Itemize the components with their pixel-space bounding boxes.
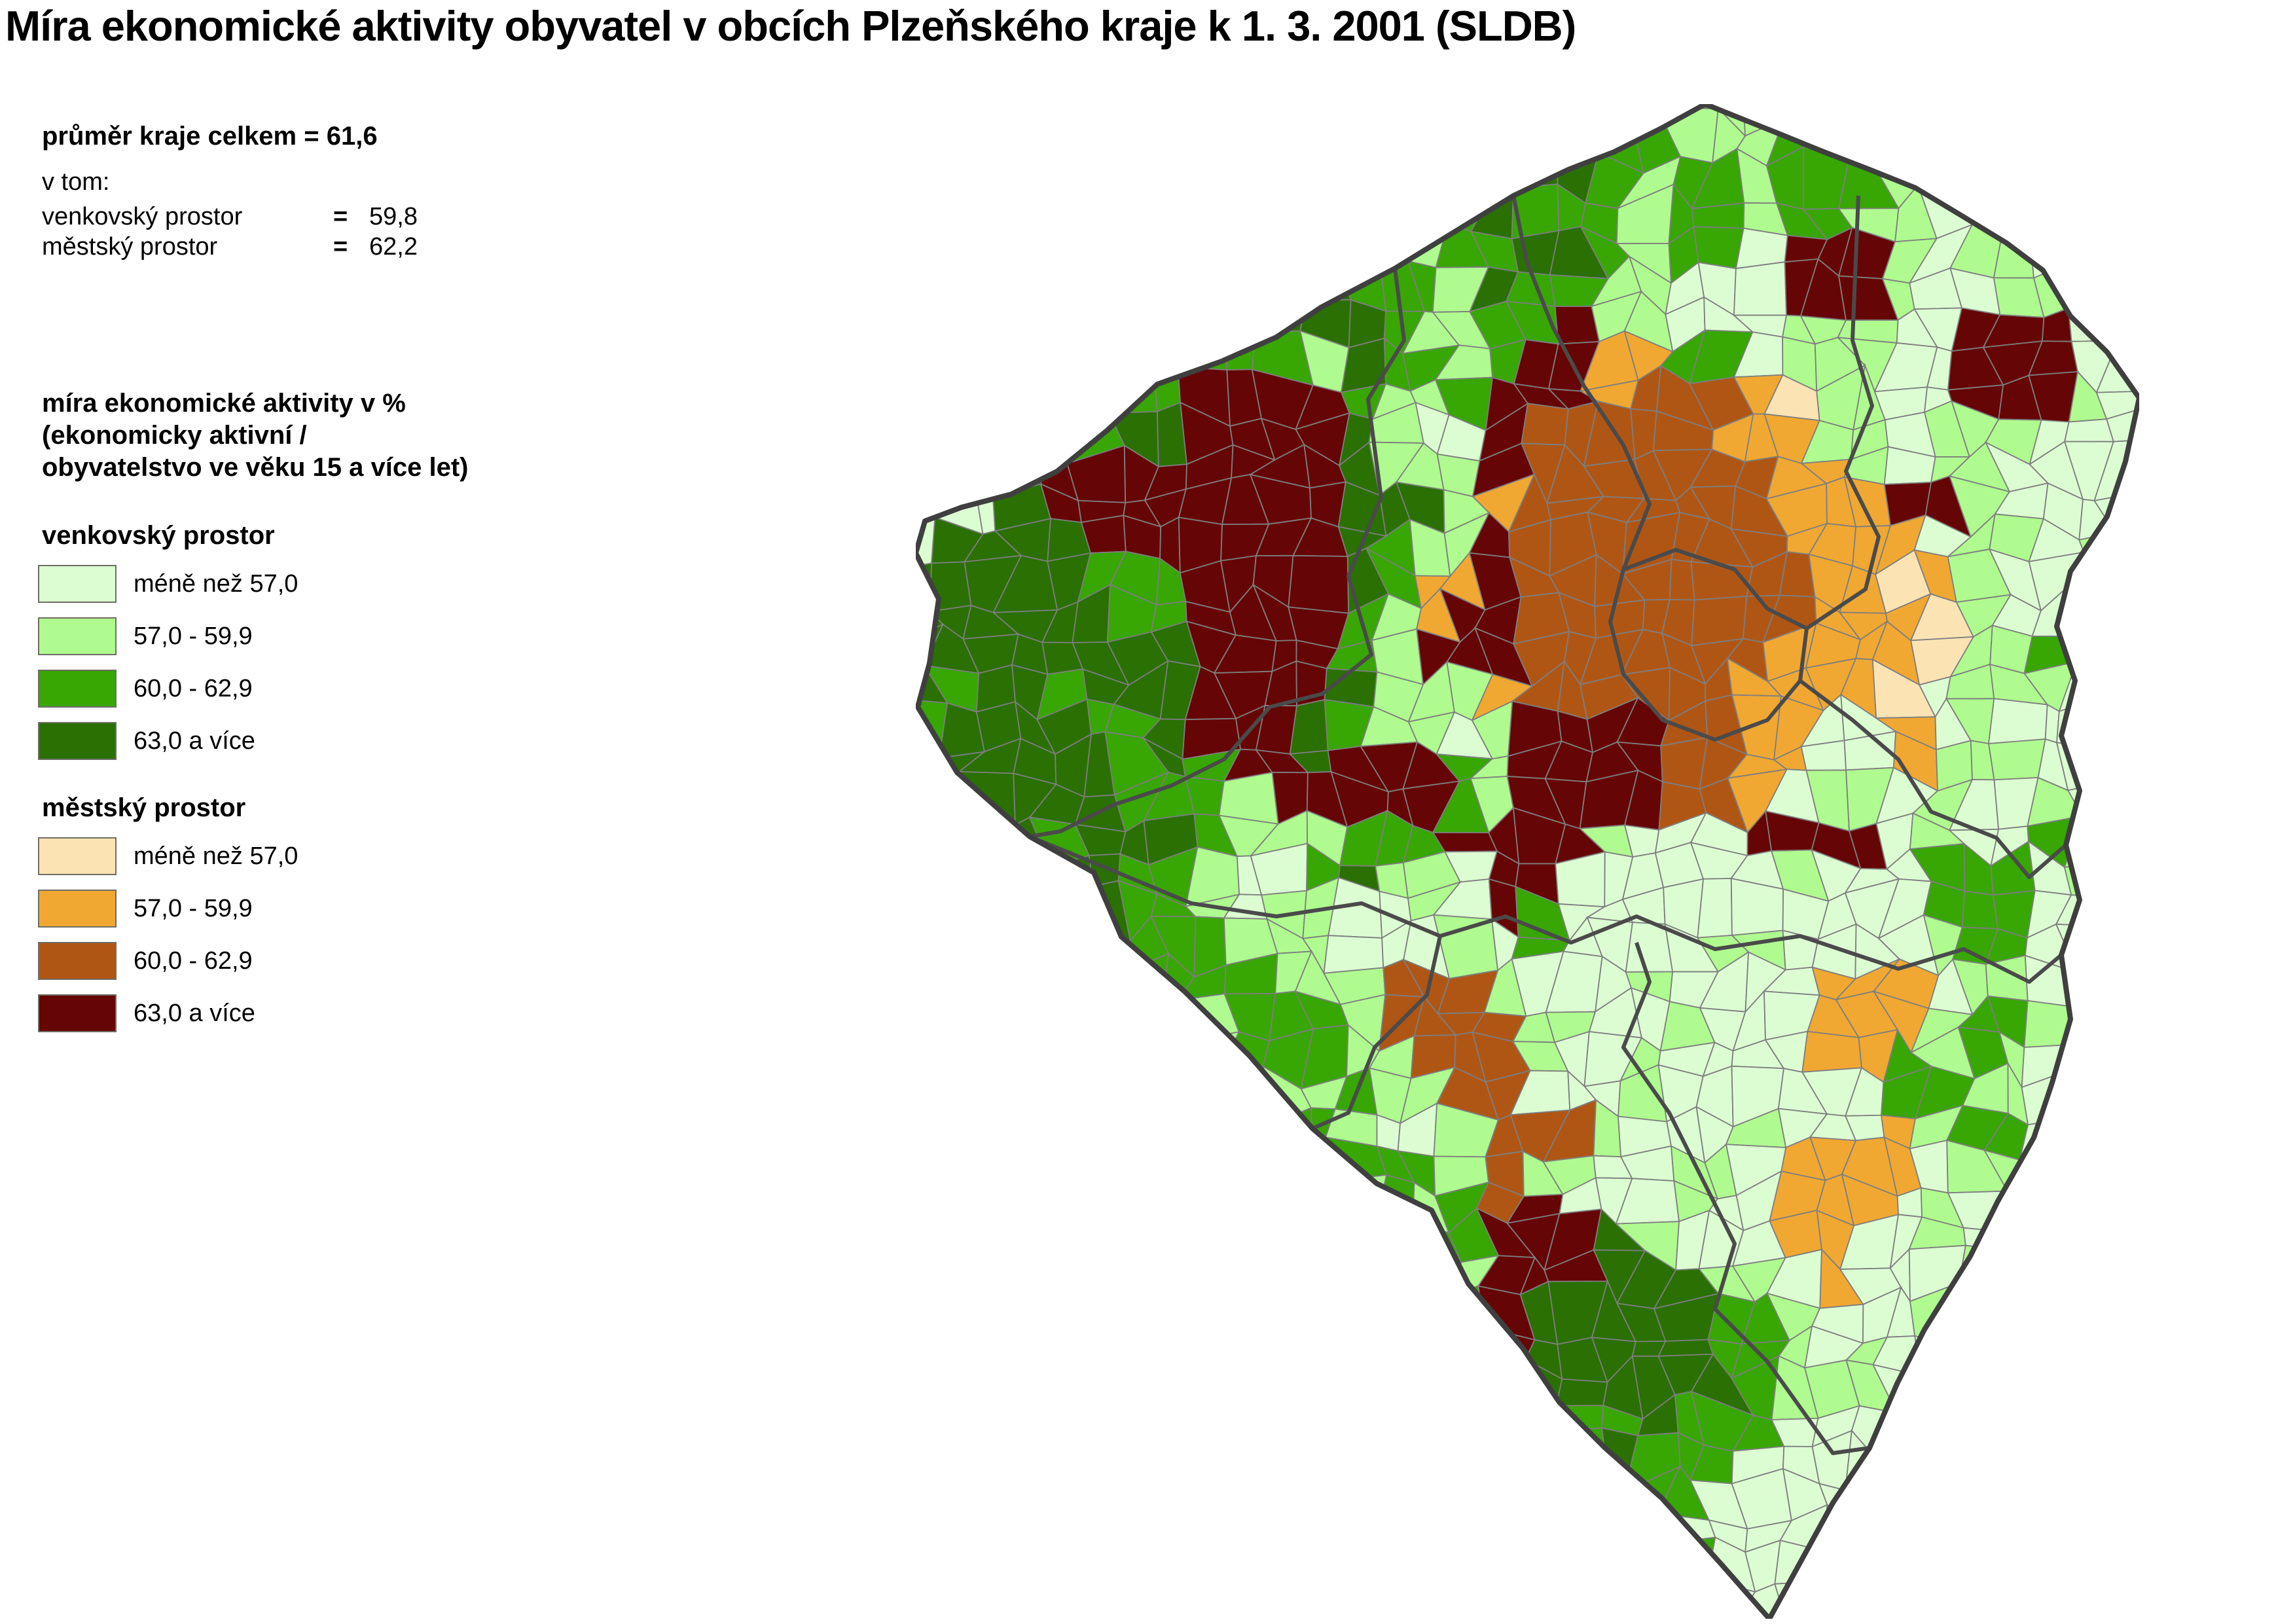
legend-item: 57,0 - 59,9 xyxy=(38,610,298,662)
legend-group-heading-rural: venkovský prostor xyxy=(42,521,275,550)
legend-swatch xyxy=(38,994,117,1032)
legend-swatch xyxy=(38,837,117,875)
legend-swatch xyxy=(38,722,117,760)
legend-item: 60,0 - 62,9 xyxy=(38,935,298,987)
stats-average: průměr kraje celkem = 61,6 xyxy=(42,122,378,151)
stat-value: 62,2 xyxy=(369,233,418,261)
legend-item: 63,0 a více xyxy=(38,987,298,1039)
legend-title: míra ekonomické aktivity v % (ekonomicky… xyxy=(42,388,468,484)
legend-item: méně než 57,0 xyxy=(38,558,298,610)
legend-item: 60,0 - 62,9 xyxy=(38,662,298,715)
legend-group-rural: méně než 57,0 57,0 - 59,9 60,0 - 62,9 63… xyxy=(38,558,298,767)
stat-value: 59,8 xyxy=(369,203,418,230)
stat-row-urban: městský prostor = 62,2 xyxy=(42,232,418,262)
stat-label: venkovský prostor xyxy=(42,203,243,230)
stat-label: městský prostor xyxy=(42,233,218,261)
legend-item-label: 57,0 - 59,9 xyxy=(134,622,253,650)
choropleth-map xyxy=(916,104,2139,1619)
legend-title-line: obyvatelstvo ve věku 15 a více let) xyxy=(42,453,469,482)
page-title: Míra ekonomické aktivity obyvatel v obcí… xyxy=(5,2,1576,50)
legend-swatch xyxy=(38,565,117,603)
legend-item-label: méně než 57,0 xyxy=(134,842,298,870)
legend-group-heading-urban: městský prostor xyxy=(42,793,246,822)
stats-breakdown-label: v tom: xyxy=(42,168,110,196)
legend-swatch xyxy=(38,670,117,708)
legend-item-label: méně než 57,0 xyxy=(134,569,298,598)
legend-swatch xyxy=(38,617,117,655)
legend-item-label: 60,0 - 62,9 xyxy=(134,947,253,975)
region-map-svg xyxy=(916,104,2139,1619)
legend-title-line: míra ekonomické aktivity v % xyxy=(42,389,406,418)
legend-item: 57,0 - 59,9 xyxy=(38,882,298,935)
stat-row-rural: venkovský prostor = 59,8 xyxy=(42,202,418,232)
legend-swatch xyxy=(38,942,117,980)
legend-group-urban: méně než 57,0 57,0 - 59,9 60,0 - 62,9 63… xyxy=(38,830,298,1039)
legend-item: méně než 57,0 xyxy=(38,830,298,882)
legend-item: 63,0 a více xyxy=(38,715,298,767)
legend-swatch xyxy=(38,890,117,928)
legend-item-label: 60,0 - 62,9 xyxy=(134,674,253,702)
legend-item-label: 57,0 - 59,9 xyxy=(134,894,253,922)
stat-equals: = xyxy=(333,233,348,261)
stat-equals: = xyxy=(333,203,348,230)
legend-item-label: 63,0 a více xyxy=(134,999,255,1027)
stats-block: průměr kraje celkem = 61,6 v tom: venkov… xyxy=(42,122,418,262)
legend-item-label: 63,0 a více xyxy=(134,727,255,755)
legend-title-line: (ekonomicky aktivní / xyxy=(42,421,307,450)
